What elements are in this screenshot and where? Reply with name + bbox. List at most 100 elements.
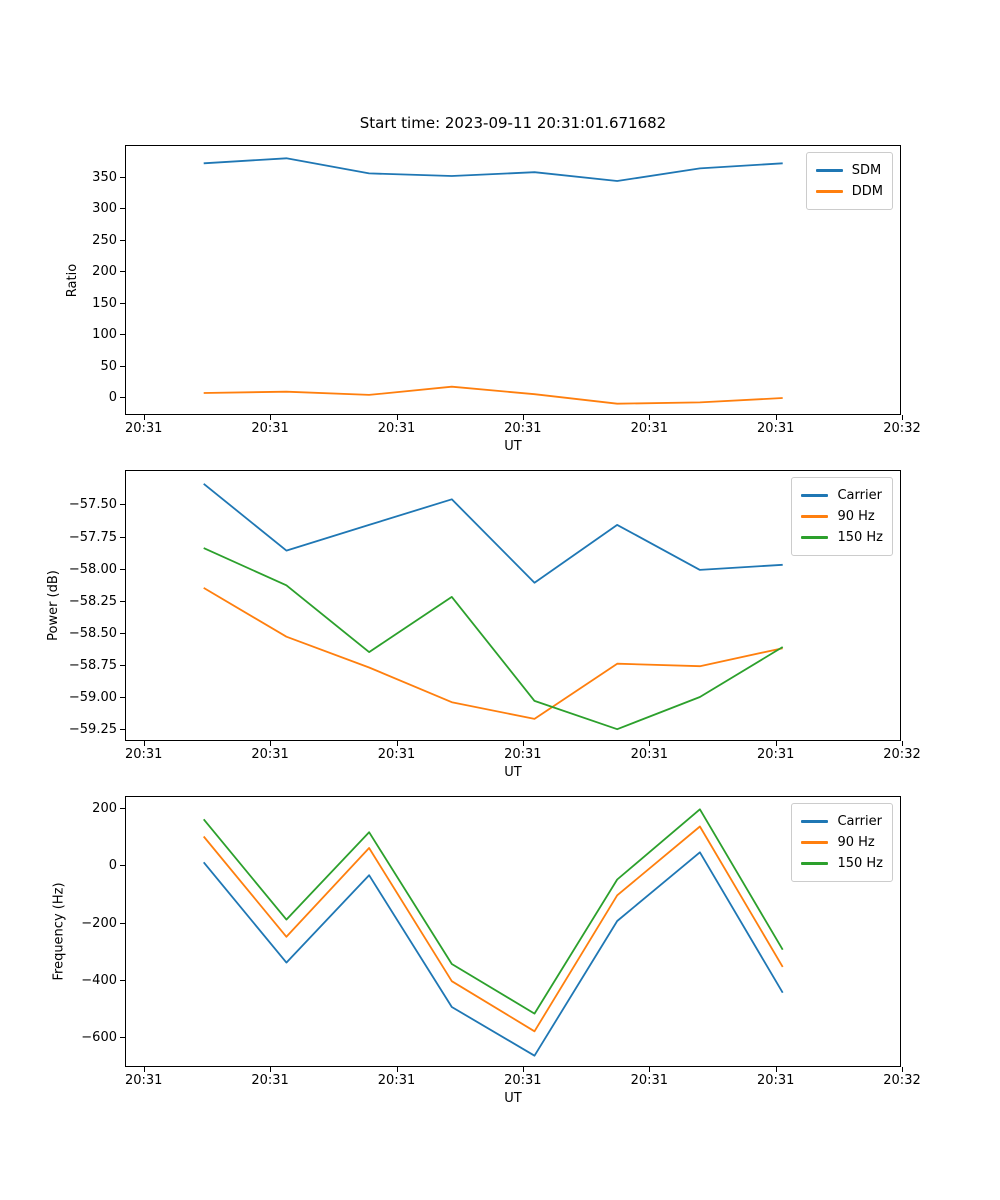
x-tick-mark — [522, 741, 524, 746]
x-tick-mark — [775, 415, 777, 420]
x-tick-label: 20:31 — [630, 747, 669, 762]
frequency-plot: −600 −400 −200 0 200 20:31 20:31 20:31 20:31 20:3… — [52, 796, 921, 1105]
y-tick-label: 200 — [92, 264, 117, 280]
y-tick-mark — [120, 807, 125, 809]
x-axis-label: UT — [504, 439, 522, 454]
y-tick-label: 300 — [92, 201, 117, 217]
x-tick-label: 20:31 — [756, 747, 795, 762]
y-tick-label: −59.25 — [68, 722, 117, 738]
legend: Carrier 90 Hz 150 Hz — [791, 803, 893, 882]
y-axis-label-text: Ratio — [65, 263, 81, 297]
x-tick-mark — [775, 1067, 777, 1072]
y-tick-mark — [120, 600, 125, 602]
x-tick-label: 20:31 — [504, 1073, 542, 1088]
series-line-90-hz — [203, 587, 783, 720]
legend-entry: DDM — [815, 181, 883, 202]
y-axis-label: Ratio — [65, 146, 81, 414]
series-line-150-hz — [203, 808, 784, 1015]
legend-line-swatch — [801, 841, 829, 844]
legend-entry: 150 Hz — [801, 527, 883, 548]
y-tick-mark — [120, 302, 125, 304]
x-tick-label: 20:31 — [504, 747, 542, 762]
legend-entry: Carrier — [801, 485, 883, 506]
y-axis-label-text: Frequency (Hz) — [51, 882, 67, 981]
y-tick-mark — [120, 334, 125, 336]
legend-label: SDM — [851, 163, 882, 178]
power-plot: −59.25 −59.00 −58.75 −58.50 −58.25 −58.00 −57.… — [46, 470, 921, 779]
legend-line-swatch — [815, 190, 843, 193]
y-tick-label: −58.25 — [68, 593, 117, 609]
y-tick-label: 100 — [92, 327, 117, 343]
x-tick-mark — [143, 1067, 145, 1072]
legend-line-swatch — [801, 862, 829, 865]
y-tick-label: 200 — [92, 800, 117, 816]
y-tick-label: 350 — [92, 169, 117, 185]
x-tick-mark — [902, 415, 903, 420]
y-tick-label: −58.75 — [68, 657, 117, 673]
y-axis-label-text: Power (dB) — [45, 570, 61, 641]
y-tick-label: 0 — [108, 858, 117, 874]
x-tick-label: 20:32 — [883, 747, 921, 762]
x-tick-mark — [396, 741, 398, 746]
x-tick-mark — [396, 1067, 398, 1072]
legend: SDM DDM — [805, 152, 893, 210]
y-tick-mark — [120, 271, 125, 273]
y-tick-mark — [120, 664, 125, 666]
x-tick-mark — [902, 741, 903, 746]
y-tick-label: 150 — [92, 295, 117, 311]
y-axis-label: Power (dB) — [45, 471, 61, 740]
legend: Carrier 90 Hz 150 Hz — [791, 477, 893, 556]
plot-lines — [203, 808, 784, 1057]
y-tick-label: −58.50 — [68, 625, 117, 641]
y-tick-mark — [120, 176, 125, 178]
x-tick-mark — [396, 415, 398, 420]
legend-line-swatch — [801, 494, 829, 497]
x-tick-label: 20:31 — [504, 421, 542, 436]
x-tick-label: 20:32 — [883, 421, 921, 436]
y-tick-label: −200 — [81, 915, 117, 931]
y-tick-label: 250 — [92, 232, 117, 248]
x-tick-label: 20:31 — [251, 1073, 289, 1088]
x-tick-mark — [522, 1067, 524, 1072]
y-axis-label: Frequency (Hz) — [51, 797, 67, 1066]
ratio-plot: 0 50 100 150 200 250 300 350 20:31 20:31 20:31 20:3… — [66, 145, 921, 453]
x-axis-label: UT — [504, 1091, 522, 1106]
plot-lines — [203, 157, 783, 405]
legend-line-swatch — [801, 536, 829, 539]
y-tick-label: 50 — [100, 358, 117, 374]
y-tick-mark — [120, 865, 125, 867]
x-tick-label: 20:31 — [630, 421, 669, 436]
x-tick-label: 20:31 — [124, 747, 163, 762]
x-tick-mark — [270, 741, 272, 746]
y-tick-label: −57.50 — [68, 497, 117, 513]
y-tick-label: 0 — [108, 390, 117, 406]
legend-label: Carrier — [837, 488, 882, 503]
legend-label: DDM — [851, 184, 883, 199]
x-tick-mark — [270, 1067, 272, 1072]
legend-entry: SDM — [815, 160, 883, 181]
x-tick-label: 20:31 — [377, 421, 416, 436]
x-tick-label: 20:32 — [883, 1073, 921, 1088]
x-tick-label: 20:31 — [124, 1073, 163, 1088]
y-tick-mark — [120, 208, 125, 210]
series-line-ddm — [203, 385, 783, 405]
x-tick-mark — [649, 741, 651, 746]
legend-entry: Carrier — [801, 811, 883, 832]
y-tick-mark — [120, 729, 125, 731]
x-tick-label: 20:31 — [377, 747, 416, 762]
y-tick-label: −59.00 — [68, 690, 117, 705]
legend-line-swatch — [801, 820, 829, 823]
legend-label: 90 Hz — [837, 835, 875, 850]
legend-entry: 150 Hz — [801, 853, 883, 874]
y-tick-label: −600 — [81, 1030, 117, 1046]
x-axis-label: UT — [504, 765, 522, 780]
x-tick-mark — [270, 415, 272, 420]
legend-label: 150 Hz — [837, 856, 883, 871]
y-tick-mark — [120, 365, 125, 367]
x-tick-label: 20:31 — [251, 421, 289, 436]
y-tick-label: −57.75 — [68, 529, 117, 545]
x-tick-mark — [649, 415, 651, 420]
x-tick-label: 20:31 — [630, 1073, 669, 1088]
legend-line-swatch — [801, 515, 829, 518]
